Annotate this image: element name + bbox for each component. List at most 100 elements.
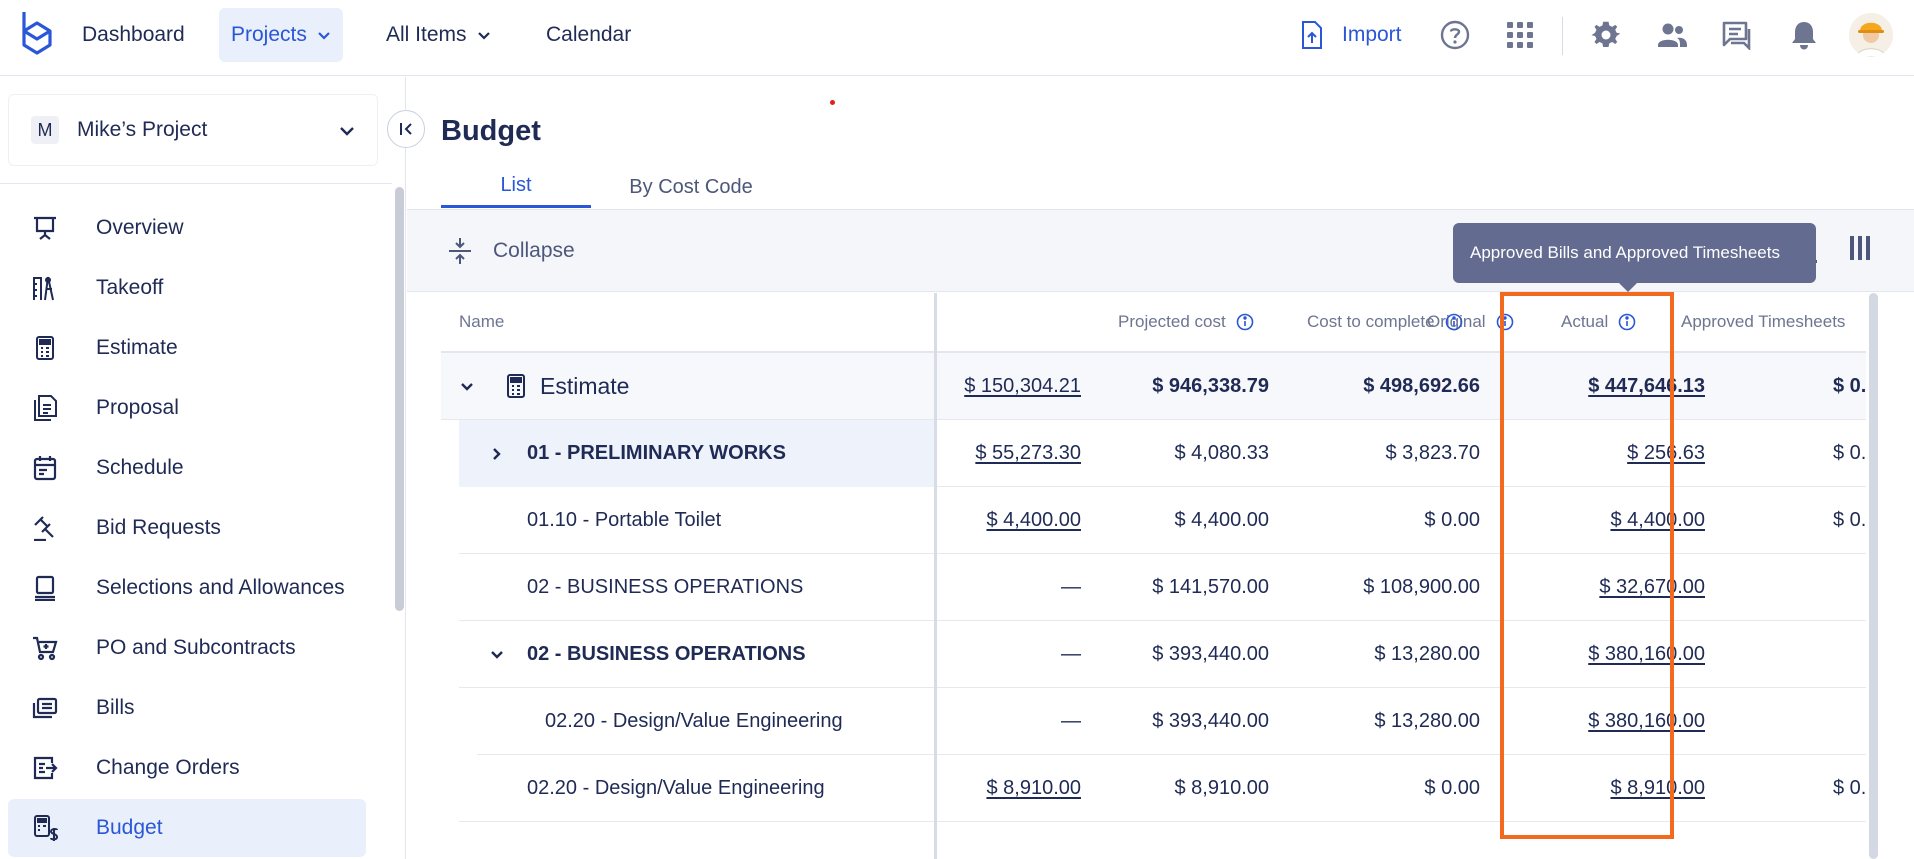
projected-cost-value: $ 393,440.00 — [1152, 643, 1269, 665]
top-navigation-bar: Dashboard Projects All Items Calendar Im… — [0, 0, 1914, 76]
table-scrollbar[interactable] — [1869, 293, 1878, 859]
column-header-name[interactable]: Name — [459, 293, 759, 351]
page-title: Budget — [441, 115, 541, 147]
original-value: — — [1061, 643, 1081, 665]
row-divider — [477, 754, 1866, 755]
row-divider — [459, 620, 1866, 621]
row-divider — [459, 553, 1866, 554]
import-button[interactable]: Import — [1300, 15, 1402, 55]
sidebar-item-label: Takeoff — [96, 276, 164, 299]
columns-settings-button[interactable] — [1848, 234, 1872, 267]
sidebar-item-po-and-subcontracts[interactable]: PO and Subcontracts — [8, 619, 366, 677]
column-header-projected-cost[interactable]: Projected cost — [1118, 293, 1338, 351]
calculator-icon — [507, 374, 525, 398]
tab-by-cost-code[interactable]: By Cost Code — [606, 166, 776, 208]
projected-cost-value: $ 4,080.33 — [1174, 442, 1269, 464]
chevron-right-icon[interactable] — [489, 446, 505, 462]
app-logo-icon[interactable] — [20, 9, 54, 57]
takeoff-icon — [28, 271, 62, 305]
tab-label: By Cost Code — [629, 175, 753, 198]
chevron-down-icon[interactable] — [489, 647, 505, 663]
chevron-down-icon[interactable] — [459, 379, 475, 395]
table-row[interactable]: 02.20 - Design/Value Engineering — $ 393… — [441, 688, 1866, 755]
sidebar-item-estimate[interactable]: Estimate — [8, 319, 366, 377]
table-row[interactable]: 01 - PRELIMINARY WORKS $ 55,273.30 $ 4,0… — [441, 420, 1866, 487]
nav-dashboard-label: Dashboard — [82, 23, 185, 46]
projected-cost-value: $ 141,570.00 — [1152, 576, 1269, 598]
sidebar-item-bid-requests[interactable]: Bid Requests — [8, 499, 366, 557]
sidebar-scrollbar-thumb[interactable] — [395, 187, 404, 611]
nav-divider — [1562, 17, 1563, 55]
info-icon[interactable] — [1445, 313, 1463, 331]
apps-grid-button[interactable] — [1501, 16, 1539, 54]
user-avatar[interactable] — [1849, 13, 1893, 57]
actual-value[interactable]: $ 380,160.00 — [1501, 621, 1705, 688]
actual-value[interactable]: $ 32,670.00 — [1501, 554, 1705, 621]
actual-value[interactable]: $ 380,160.00 — [1501, 688, 1705, 755]
value-text: $ 4,400.00 — [986, 509, 1081, 531]
sidebar-item-label: Bills — [96, 696, 135, 719]
info-icon[interactable] — [1236, 313, 1254, 331]
messages-button[interactable] — [1718, 16, 1756, 54]
settings-button[interactable] — [1587, 16, 1625, 54]
projected-cost-value: $ 393,440.00 — [1152, 710, 1269, 732]
sidebar-item-proposal[interactable]: Proposal — [8, 379, 366, 437]
info-icon[interactable] — [1496, 313, 1514, 331]
project-selector[interactable]: M Mike’s Project — [8, 94, 378, 166]
nav-projects[interactable]: Projects — [219, 8, 343, 62]
sidebar-item-bills[interactable]: Bills — [8, 679, 366, 737]
notifications-button[interactable] — [1785, 16, 1823, 54]
collapse-label: Collapse — [493, 239, 575, 262]
help-button[interactable] — [1436, 16, 1474, 54]
apps-grid-icon — [1507, 22, 1533, 48]
sidebar-collapse-button[interactable] — [387, 110, 425, 148]
sidebar-item-overview[interactable]: Overview — [8, 199, 366, 257]
header-label: Original — [1427, 312, 1486, 331]
sidebar-item-label: Change Orders — [96, 756, 240, 779]
actual-value[interactable]: $ 8,910.00 — [1501, 755, 1705, 822]
nav-calendar[interactable]: Calendar — [534, 8, 643, 62]
info-icon[interactable] — [1618, 313, 1636, 331]
table-row[interactable]: 02.20 - Design/Value Engineering $ 8,910… — [441, 755, 1866, 822]
column-header-cost-to-complete[interactable]: Cost to complete — [1307, 293, 1547, 351]
table-row[interactable]: 02 - BUSINESS OPERATIONS — $ 141,570.00 … — [441, 554, 1866, 621]
row-divider — [459, 821, 1866, 822]
value-text: $ 4,400.00 — [1610, 509, 1705, 531]
nav-dashboard[interactable]: Dashboard — [70, 8, 197, 62]
budget-table: Name Original Projected cost Cost to com… — [441, 293, 1866, 859]
collapse-button[interactable]: Collapse — [447, 236, 575, 266]
original-value[interactable]: $ 150,304.21 — [961, 353, 1081, 420]
tooltip: Approved Bills and Approved Timesheets — [1453, 223, 1816, 292]
avatar-icon — [1849, 13, 1893, 57]
column-header-actual[interactable]: Actual — [1561, 293, 1711, 351]
row-divider — [937, 486, 1866, 487]
table-row[interactable]: Estimate $ 150,304.21 $ 946,338.79 $ 498… — [441, 353, 1866, 420]
column-header-original[interactable]: Original — [961, 293, 1524, 351]
sidebar-item-label: Bid Requests — [96, 516, 221, 539]
presentation-icon — [28, 211, 62, 245]
team-button[interactable] — [1653, 16, 1691, 54]
nav-all-items[interactable]: All Items — [374, 8, 503, 62]
original-value[interactable]: $ 4,400.00 — [961, 487, 1081, 554]
actual-value[interactable]: $ 4,400.00 — [1501, 487, 1705, 554]
sidebar-item-selections-and-allowances[interactable]: Selections and Allowances — [8, 559, 366, 617]
actual-value[interactable]: $ 256.63 — [1501, 420, 1705, 487]
sidebar-item-schedule[interactable]: Schedule — [8, 439, 366, 497]
value-text: $ 150,304.21 — [964, 375, 1081, 397]
sidebar-item-budget[interactable]: Budget — [8, 799, 366, 857]
value-text: $ 8,910.00 — [986, 777, 1081, 799]
sidebar-item-change-orders[interactable]: Change Orders — [8, 739, 366, 797]
row-highlight — [459, 420, 934, 487]
column-header-approved-timesheets[interactable]: Approved Timesheets — [1681, 293, 1866, 351]
row-name: 01.10 - Portable Toilet — [527, 509, 722, 531]
approved-timesheets-value: $ 0. — [1833, 509, 1866, 531]
actual-value[interactable]: $ 447,646.13 — [1501, 353, 1705, 420]
approved-timesheets-value: $ 0. — [1833, 442, 1866, 464]
table-row[interactable]: 02 - BUSINESS OPERATIONS — $ 393,440.00 … — [441, 621, 1866, 688]
original-value[interactable]: $ 55,273.30 — [961, 420, 1081, 487]
tab-list[interactable]: List — [441, 166, 591, 208]
header-label: Actual — [1561, 312, 1609, 331]
original-value[interactable]: $ 8,910.00 — [961, 755, 1081, 822]
sidebar-item-takeoff[interactable]: Takeoff — [8, 259, 366, 317]
table-row[interactable]: 01.10 - Portable Toilet $ 4,400.00 $ 4,4… — [441, 487, 1866, 554]
